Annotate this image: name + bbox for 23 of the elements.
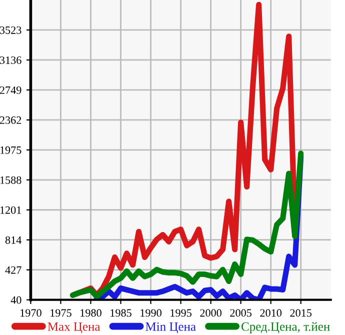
x-tick-label: 1990 (140, 309, 162, 317)
legend-label: Сред.Цена, т.йен (242, 322, 330, 334)
x-tick-label: 1980 (80, 309, 102, 317)
legend-label: Min Цена (146, 322, 196, 334)
x-tick-label: 2000 (200, 309, 222, 317)
y-tick-label: 2362 (0, 116, 22, 124)
y-tick-label: 427 (5, 266, 22, 274)
x-tick-label: 2015 (290, 309, 312, 317)
x-tick-label: 2005 (230, 309, 252, 317)
y-tick-label: 40 (10, 296, 22, 304)
y-tick-label: 814 (5, 236, 22, 244)
y-tick-label: 1975 (0, 146, 22, 154)
x-tick-label: 2010 (260, 309, 282, 317)
y-tick-label: 1201 (0, 206, 22, 214)
x-tick-label: 1970 (20, 309, 42, 317)
x-tick-label: 1995 (170, 309, 192, 317)
x-tick-label: 1985 (110, 309, 132, 317)
y-tick-label: 1588 (0, 176, 22, 184)
y-tick-label: 2749 (0, 86, 22, 94)
legend-label: Max Цена (48, 322, 100, 334)
y-tick-label: 3523 (0, 26, 22, 34)
y-tick-label: 3136 (0, 56, 22, 64)
x-tick-label: 1975 (50, 309, 72, 317)
